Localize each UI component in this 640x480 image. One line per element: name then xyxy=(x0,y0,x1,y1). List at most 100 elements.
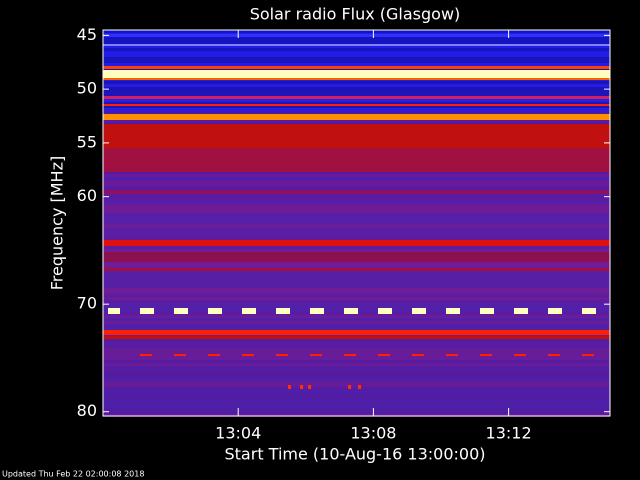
texture xyxy=(103,318,610,321)
texture xyxy=(103,264,610,267)
texture xyxy=(103,381,610,384)
burst-dash xyxy=(174,354,186,356)
texture xyxy=(103,81,610,84)
texture xyxy=(103,279,610,282)
burst-dash xyxy=(548,308,562,314)
y-tick-label: 80 xyxy=(77,401,97,420)
texture xyxy=(103,42,610,45)
texture xyxy=(103,294,610,297)
x-tick-label: 13:08 xyxy=(350,424,396,443)
texture xyxy=(103,54,610,57)
texture xyxy=(103,93,610,96)
texture xyxy=(103,273,610,276)
texture xyxy=(103,297,610,300)
band xyxy=(103,96,610,99)
burst-dash xyxy=(412,354,424,356)
texture xyxy=(103,387,610,390)
texture xyxy=(103,300,610,303)
texture xyxy=(103,390,610,393)
texture xyxy=(103,204,610,207)
texture xyxy=(103,195,610,198)
texture xyxy=(103,30,610,33)
texture xyxy=(103,348,610,351)
texture xyxy=(103,393,610,396)
spot xyxy=(358,385,361,389)
band xyxy=(103,124,610,148)
texture xyxy=(103,261,610,264)
burst-dash xyxy=(276,308,290,314)
band xyxy=(103,268,610,271)
burst-dash xyxy=(174,308,188,314)
burst-dash xyxy=(310,354,322,356)
texture xyxy=(103,231,610,234)
texture xyxy=(103,303,610,306)
texture xyxy=(103,45,610,48)
burst-dash xyxy=(582,354,594,356)
texture xyxy=(103,288,610,291)
texture xyxy=(103,84,610,87)
texture xyxy=(103,234,610,237)
band xyxy=(103,252,610,262)
band xyxy=(103,70,610,78)
band xyxy=(103,190,610,194)
burst-dash xyxy=(378,354,390,356)
texture xyxy=(103,186,610,189)
burst-dash xyxy=(412,308,426,314)
burst-dash xyxy=(480,308,494,314)
y-tick-label: 45 xyxy=(77,25,97,44)
texture xyxy=(103,375,610,378)
burst-dash xyxy=(446,308,460,314)
texture xyxy=(103,321,610,324)
texture xyxy=(103,216,610,219)
burst-dash xyxy=(378,308,392,314)
texture xyxy=(103,276,610,279)
burst-dash xyxy=(242,308,256,314)
burst-dash xyxy=(446,354,458,356)
y-tick-label: 70 xyxy=(77,294,97,313)
texture xyxy=(103,225,610,228)
band xyxy=(103,44,610,46)
texture xyxy=(103,237,610,240)
x-axis-label: Start Time (10-Aug-16 13:00:00) xyxy=(225,445,486,464)
texture xyxy=(103,327,610,330)
spot xyxy=(308,385,311,389)
y-axis-label: Frequency [MHz] xyxy=(48,156,67,290)
texture xyxy=(103,39,610,42)
texture xyxy=(103,354,610,357)
texture xyxy=(103,48,610,51)
texture xyxy=(103,270,610,273)
texture xyxy=(103,378,610,381)
texture xyxy=(103,408,610,411)
texture xyxy=(103,399,610,402)
burst-dash xyxy=(310,308,324,314)
band xyxy=(103,34,610,37)
band xyxy=(103,114,610,120)
chart-title: Solar radio Flux (Glasgow) xyxy=(250,5,461,24)
texture xyxy=(103,213,610,216)
texture xyxy=(103,324,610,327)
texture xyxy=(103,291,610,294)
texture xyxy=(103,90,610,93)
burst-dash xyxy=(514,354,526,356)
y-tick-label: 55 xyxy=(77,132,97,151)
burst-dash xyxy=(344,354,356,356)
texture xyxy=(103,102,610,105)
burst-dash xyxy=(208,354,220,356)
texture xyxy=(103,351,610,354)
texture xyxy=(103,99,610,102)
texture xyxy=(103,357,610,360)
burst-dash xyxy=(548,354,560,356)
y-tick-label: 50 xyxy=(77,79,97,98)
texture xyxy=(103,366,610,369)
texture xyxy=(103,87,610,90)
texture xyxy=(103,369,610,372)
texture xyxy=(103,105,610,108)
band xyxy=(103,330,610,335)
burst-dash xyxy=(242,354,254,356)
texture xyxy=(103,339,610,342)
texture xyxy=(103,402,610,405)
texture xyxy=(103,228,610,231)
texture xyxy=(103,171,610,174)
texture xyxy=(103,372,610,375)
